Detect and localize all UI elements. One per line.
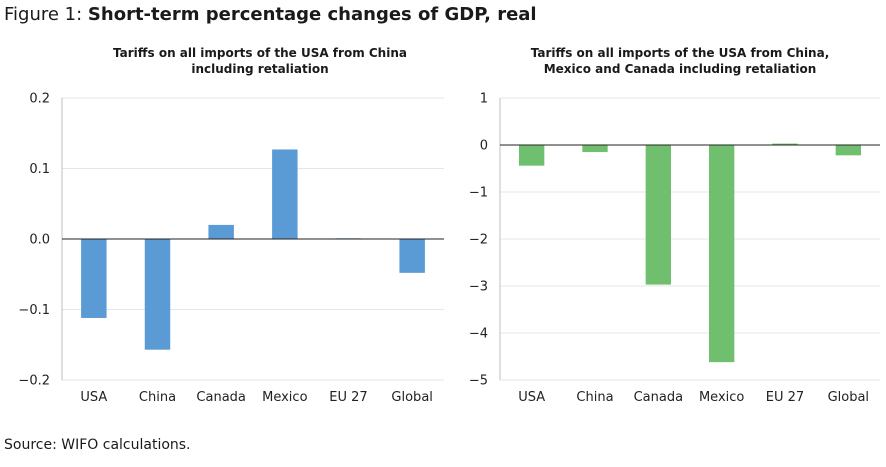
right-y-tick-label: 1 (480, 92, 488, 107)
left-y-tick-label: −0.2 (18, 374, 50, 389)
right-bar-usa (519, 145, 545, 166)
figure-title: Figure 1: Short-term percentage changes … (4, 2, 537, 28)
right-y-tick-label: −2 (469, 233, 488, 248)
right-y-tick-label: −3 (469, 280, 488, 295)
figure-main-title: Short-term percentage changes of GDP, re… (87, 4, 537, 25)
left-x-tick-label: Mexico (262, 390, 307, 405)
right-x-tick-label: China (576, 390, 613, 405)
left-y-tick-label: 0.2 (29, 92, 50, 107)
left-x-tick-label: EU 27 (329, 390, 367, 405)
right-bar-chart: 1 0 −1 −2 −3 −4 −5 USA China Canada Mexico EU 27 Glo… (469, 92, 880, 405)
right-bar-mexico (709, 145, 735, 363)
left-bar-china (144, 239, 171, 350)
left-chart-title-line-2: including retaliation (191, 62, 329, 76)
right-chart-title: Tariffs on all imports of the USA from C… (480, 45, 880, 77)
left-bar-mexico (272, 149, 298, 239)
left-x-tick-label: Canada (196, 390, 245, 405)
right-x-tick-label: USA (518, 390, 545, 405)
left-bar-usa (81, 239, 107, 318)
left-y-tick-label: −0.1 (18, 303, 50, 318)
left-x-tick-label: USA (80, 390, 107, 405)
right-y-tick-label: −4 (469, 327, 488, 342)
left-bar-global (399, 239, 425, 273)
right-chart-title-line-1: Tariffs on all imports of the USA from C… (530, 46, 830, 60)
right-x-tick-label: Canada (634, 390, 683, 405)
right-bar-china (582, 145, 608, 153)
right-bar-canada (645, 145, 671, 285)
right-x-tick-label: EU 27 (766, 390, 804, 405)
right-y-tick-label: −5 (469, 374, 488, 389)
left-bar-chart: 0.2 0.1 0.0 −0.1 −0.2 USA China Canada Mexico EU … (18, 92, 444, 405)
left-x-tick-label: Global (391, 390, 432, 405)
right-x-tick-label: Mexico (699, 390, 744, 405)
right-bar-eu-27 (772, 143, 798, 145)
left-bar-canada (208, 224, 234, 239)
left-chart-title: Tariffs on all imports of the USA from C… (60, 45, 460, 77)
left-chart-title-line-1: Tariffs on all imports of the USA from C… (113, 46, 407, 60)
figure-number: Figure 1: (4, 4, 88, 25)
right-x-tick-label: Global (828, 390, 869, 405)
source-note: Source: WIFO calculations. (4, 437, 191, 453)
left-x-tick-label: China (139, 390, 176, 405)
right-bar-global (835, 145, 861, 156)
left-y-tick-label: 0.1 (29, 162, 50, 177)
right-y-tick-label: 0 (480, 139, 488, 154)
right-y-tick-label: −1 (469, 186, 488, 201)
left-y-tick-label: 0.0 (29, 233, 50, 248)
right-chart-title-line-2: Mexico and Canada including retaliation (543, 62, 817, 76)
